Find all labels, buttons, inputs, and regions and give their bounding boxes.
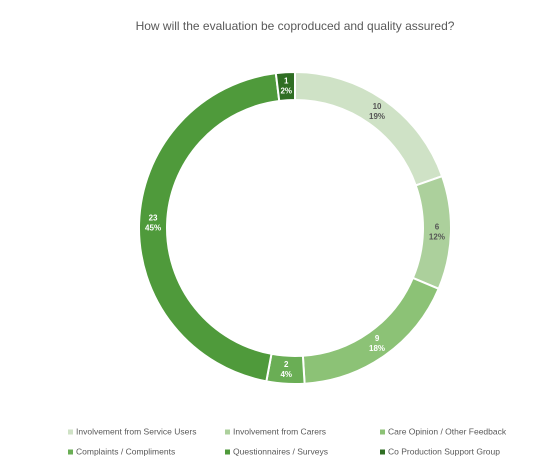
legend-marker (68, 429, 73, 435)
legend-marker (225, 429, 230, 435)
legend-marker (68, 449, 73, 455)
legend-label: Care Opinion / Other Feedback (388, 426, 507, 436)
legend-marker (380, 429, 385, 435)
legend-marker (225, 449, 230, 455)
legend-label: Questionnaires / Surveys (233, 446, 328, 456)
data-label-percent: 12% (429, 232, 445, 241)
legend-label: Complaints / Compliments (76, 446, 175, 456)
data-label-value: 6 (435, 222, 440, 231)
legend-marker (380, 449, 385, 455)
data-label-percent: 45% (145, 224, 161, 233)
data-label-percent: 18% (369, 344, 385, 353)
chart-title: How will the evaluation be coproduced an… (136, 19, 455, 33)
data-label-percent: 19% (369, 112, 385, 121)
data-label-value: 1 (284, 76, 289, 85)
legend-label: Involvement from Service Users (76, 426, 196, 436)
data-label-percent: 4% (280, 370, 292, 379)
legend-label: Co Production Support Group (388, 446, 500, 456)
data-label-percent: 2% (280, 86, 292, 95)
donut-segment (274, 70, 296, 103)
legend-label: Involvement from Carers (233, 426, 326, 436)
data-label-value: 10 (373, 102, 382, 111)
data-label-value: 23 (149, 214, 158, 223)
data-label-value: 2 (284, 360, 289, 369)
data-label-value: 9 (375, 334, 380, 343)
